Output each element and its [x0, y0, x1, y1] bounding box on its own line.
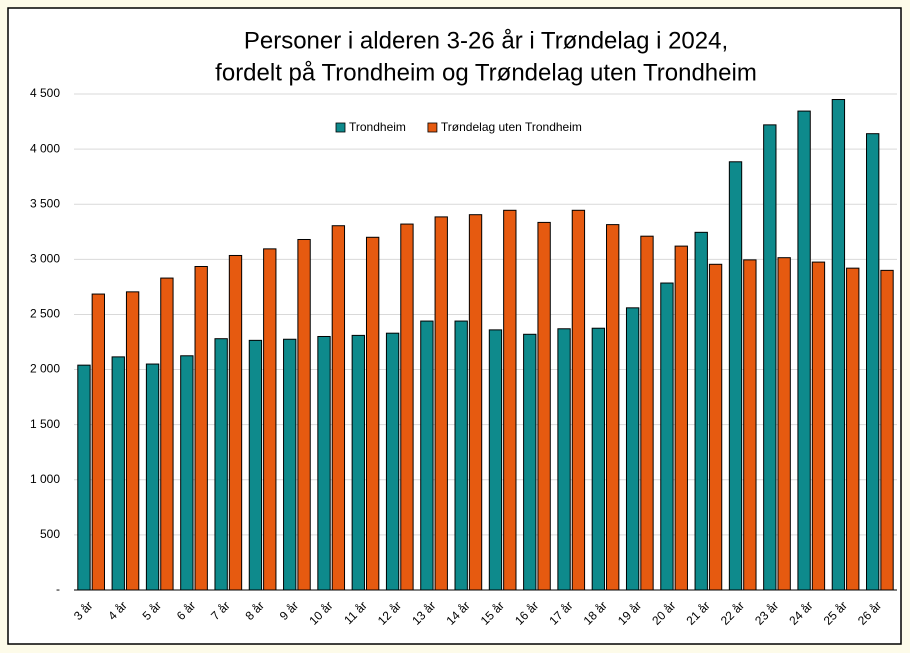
chart-title: Personer i alderen 3-26 år i Trøndelag i… [244, 27, 728, 54]
bar [283, 338, 297, 591]
bar [763, 124, 777, 591]
bar [420, 320, 434, 591]
bar [831, 99, 846, 591]
bar [866, 133, 880, 591]
y-tick-label: 4 500 [30, 86, 60, 100]
bar [434, 216, 448, 591]
bar [777, 257, 791, 591]
y-tick-label: 3 500 [30, 196, 60, 210]
bar [468, 214, 483, 591]
bar [797, 110, 811, 591]
bar [606, 224, 620, 591]
bar [263, 248, 277, 591]
y-tick-label: 2 000 [30, 362, 60, 376]
bar [557, 328, 571, 591]
bar [297, 238, 311, 591]
bar [694, 231, 708, 591]
legend-swatch [427, 122, 438, 133]
y-tick-label: 4 000 [30, 141, 60, 155]
legend-swatch [335, 122, 346, 133]
bar [674, 245, 688, 591]
bar [400, 223, 414, 591]
y-tick-label: 500 [40, 527, 60, 541]
bar [571, 209, 586, 591]
legend-label: Trøndelag uten Trondheim [441, 120, 582, 134]
bar [846, 267, 860, 591]
bar [503, 209, 517, 591]
bar [351, 334, 365, 591]
bar [145, 363, 160, 591]
bar [640, 235, 654, 591]
y-tick-label: 1 000 [30, 472, 60, 486]
bar [660, 282, 674, 591]
bar [728, 161, 743, 591]
bar [331, 225, 346, 591]
bar [743, 259, 757, 591]
bar [591, 327, 606, 591]
bar [125, 291, 140, 591]
bar [214, 338, 228, 591]
bar [523, 333, 537, 591]
y-tick-label: - [56, 582, 60, 596]
bar [625, 307, 640, 591]
bar [228, 254, 243, 591]
bar [365, 236, 380, 591]
bar [488, 329, 503, 591]
chart-title: fordelt på Trondheim og Trøndelag uten T… [215, 59, 757, 86]
legend-label: Trondheim [349, 120, 406, 134]
bar [880, 269, 894, 591]
bar [180, 355, 194, 591]
bar [111, 356, 125, 591]
bar [454, 320, 468, 591]
bar [194, 265, 208, 591]
bar [708, 263, 723, 591]
y-tick-label: 2 500 [30, 307, 60, 321]
bar [537, 221, 551, 591]
y-tick-label: 1 500 [30, 417, 60, 431]
bar [91, 293, 105, 591]
bar [317, 335, 331, 591]
bar [248, 339, 263, 591]
bar [160, 277, 174, 591]
bar [385, 332, 400, 591]
bar [77, 364, 91, 591]
y-tick-label: 3 000 [30, 252, 60, 266]
bar [811, 261, 826, 591]
